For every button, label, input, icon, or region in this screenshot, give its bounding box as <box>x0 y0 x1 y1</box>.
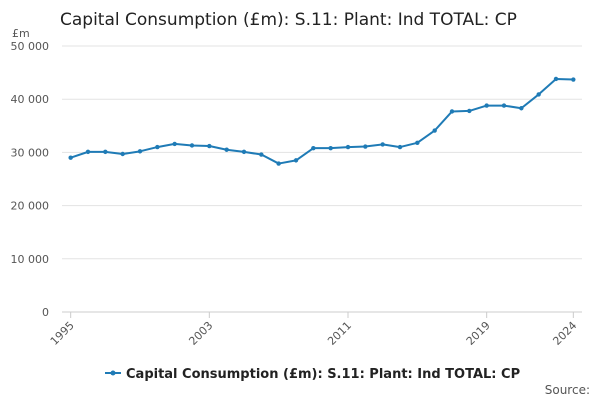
source-label: Source: <box>545 383 590 397</box>
data-point[interactable] <box>293 158 299 163</box>
data-point[interactable] <box>432 128 437 133</box>
y-axis-unit-label: £m <box>12 27 30 40</box>
y-axis-ticks: 0 10 000 20 000 30 000 40 000 50 000 <box>11 40 50 319</box>
data-point[interactable] <box>397 144 403 150</box>
y-tick-label: 20 000 <box>11 200 50 213</box>
data-point[interactable] <box>311 145 316 151</box>
data-point[interactable] <box>501 103 507 108</box>
data-point[interactable] <box>224 147 229 152</box>
legend-dot-marker <box>110 370 116 376</box>
data-point[interactable] <box>363 144 368 149</box>
data-point[interactable] <box>259 152 264 157</box>
data-point[interactable] <box>85 149 91 155</box>
data-point[interactable] <box>137 149 143 154</box>
series-line <box>70 77 574 165</box>
y-tick-label: 30 000 <box>11 146 50 159</box>
data-point[interactable] <box>484 103 489 108</box>
x-tick-label: 2024 <box>550 319 579 348</box>
data-point[interactable] <box>449 109 455 114</box>
data-point[interactable] <box>553 76 559 82</box>
x-axis: 1995 2003 2011 2019 2024 <box>48 311 582 348</box>
data-point[interactable] <box>519 106 524 111</box>
data-point[interactable] <box>155 144 160 150</box>
data-point[interactable] <box>380 142 385 147</box>
data-point[interactable] <box>571 77 576 82</box>
series-layer <box>68 76 576 166</box>
gridlines <box>62 45 582 260</box>
y-tick-label: 40 000 <box>11 93 50 106</box>
data-point[interactable] <box>68 155 73 160</box>
data-point[interactable] <box>241 149 247 155</box>
chart-title: Capital Consumption (£m): S.11: Plant: I… <box>60 10 517 30</box>
data-point[interactable] <box>536 92 541 97</box>
x-tick-label: 2003 <box>186 319 215 348</box>
data-point[interactable] <box>120 151 125 157</box>
x-tick-label: 2011 <box>325 319 354 348</box>
data-point[interactable] <box>276 161 281 166</box>
data-point[interactable] <box>328 145 333 151</box>
x-tick-label: 1995 <box>48 319 77 348</box>
legend[interactable]: Capital Consumption (£m): S.11: Plant: I… <box>105 367 520 382</box>
y-tick-label: 50 000 <box>11 40 50 53</box>
y-tick-label: 10 000 <box>11 253 50 266</box>
data-point[interactable] <box>172 141 177 147</box>
legend-label: Capital Consumption (£m): S.11: Plant: I… <box>126 367 520 382</box>
data-point[interactable] <box>103 149 108 155</box>
data-point[interactable] <box>189 143 195 148</box>
data-point[interactable] <box>467 108 472 114</box>
data-point[interactable] <box>345 144 351 150</box>
y-tick-label: 0 <box>42 306 49 319</box>
data-point[interactable] <box>415 140 420 146</box>
data-point[interactable] <box>207 143 212 149</box>
x-tick-label: 2019 <box>464 319 493 348</box>
